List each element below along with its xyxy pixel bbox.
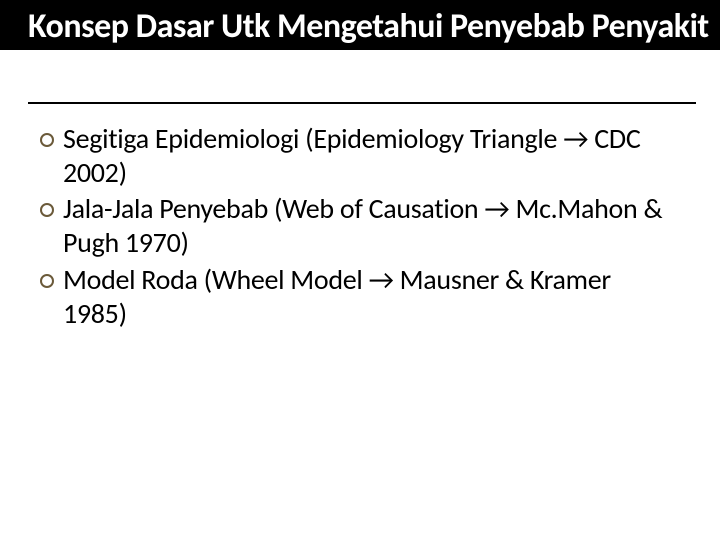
list-item-text: Model Roda (Wheel Model → Mausner & Kram… <box>63 263 680 331</box>
bullet-icon <box>40 133 54 147</box>
list-item-text: Segitiga Epidemiologi (Epidemiology Tria… <box>63 122 680 190</box>
list-item-text: Jala-Jala Penyebab (Web of Causation → M… <box>63 192 680 260</box>
title-block: Konsep Dasar Utk Mengetahui Penyebab Pen… <box>0 0 720 50</box>
list-item: Segitiga Epidemiologi (Epidemiology Tria… <box>40 122 680 190</box>
content-area: Segitiga Epidemiologi (Epidemiology Tria… <box>40 122 680 333</box>
list-item: Model Roda (Wheel Model → Mausner & Kram… <box>40 263 680 331</box>
bullet-icon <box>40 203 54 217</box>
list-item: Jala-Jala Penyebab (Web of Causation → M… <box>40 192 680 260</box>
slide: { "title": { "text": "Konsep Dasar Utk M… <box>0 0 720 540</box>
bullet-icon <box>40 274 54 288</box>
title-underline <box>28 102 696 104</box>
slide-title: Konsep Dasar Utk Mengetahui Penyebab Pen… <box>28 8 720 46</box>
